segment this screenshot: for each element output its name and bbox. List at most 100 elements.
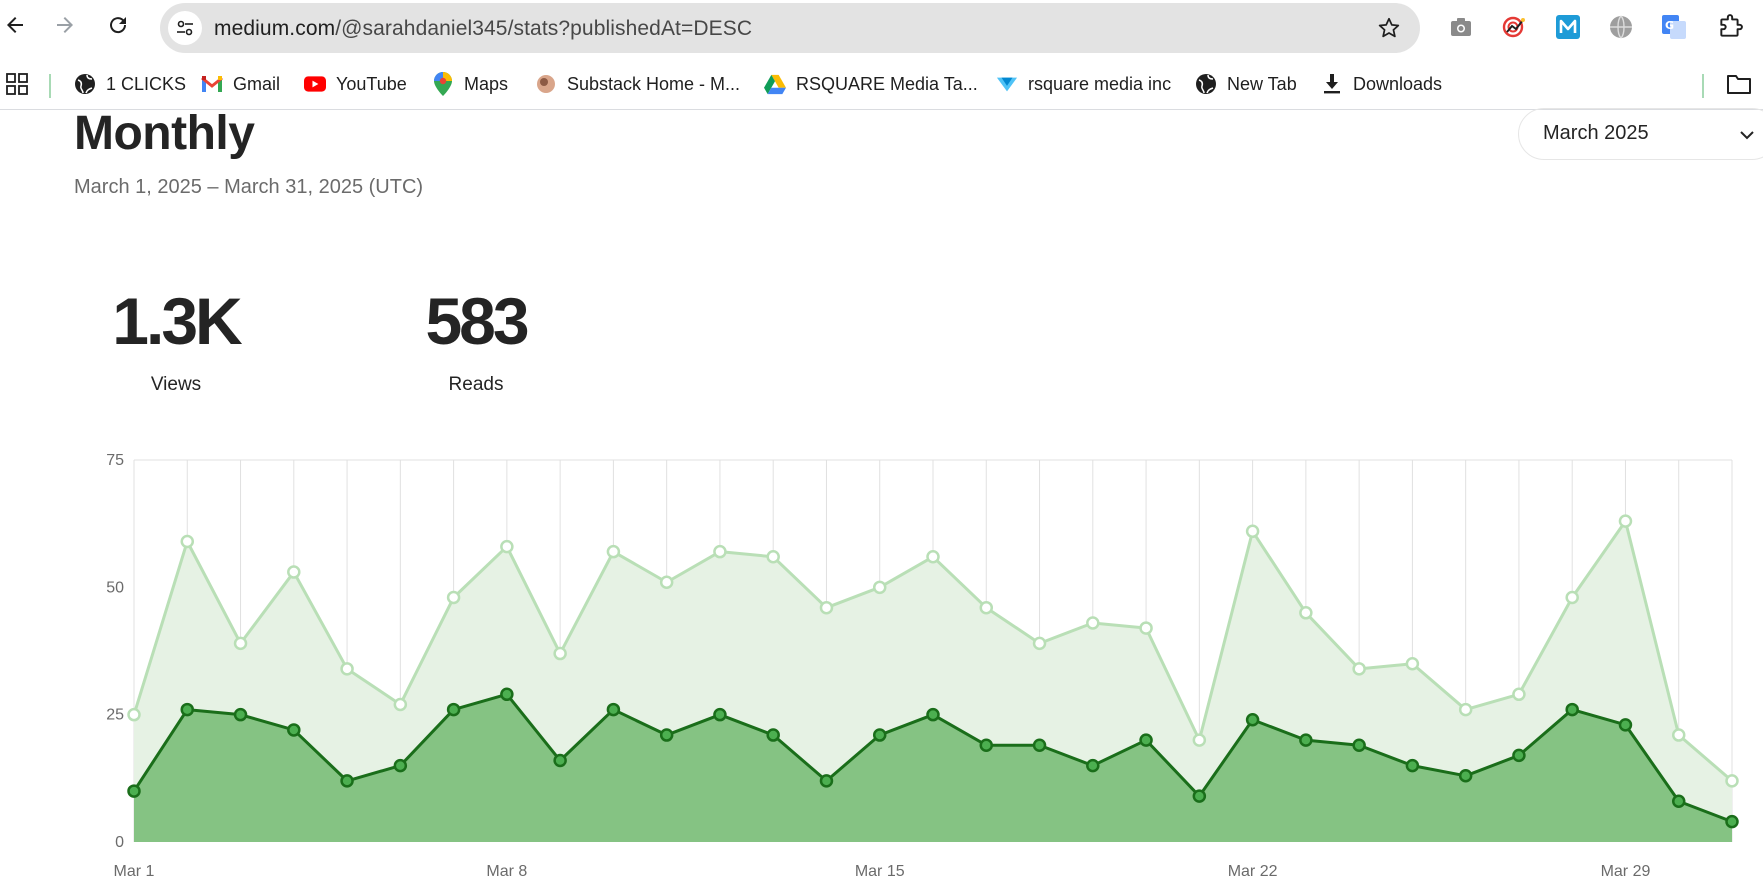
site-info-button[interactable] — [168, 11, 202, 45]
reads-point — [1192, 789, 1207, 803]
views-point — [766, 550, 780, 564]
views-point — [1192, 733, 1207, 747]
views-point — [340, 662, 354, 676]
reads-point — [1512, 748, 1526, 763]
views-point — [1139, 621, 1153, 635]
reads-point — [1352, 738, 1366, 752]
views-point — [1405, 656, 1420, 671]
reads-point — [1725, 814, 1739, 829]
reads-stat: 583 Reads — [396, 288, 556, 396]
bookmark-label: 1 CLICKS — [106, 73, 187, 94]
reads-point — [1032, 738, 1047, 752]
month-select[interactable]: March 2025 — [1518, 108, 1763, 160]
views-point — [1512, 687, 1526, 702]
views-point — [1618, 514, 1633, 528]
drive-icon — [764, 73, 786, 95]
m-logo-icon — [1556, 15, 1580, 39]
views-point — [1032, 636, 1047, 651]
tune-icon — [177, 20, 193, 36]
bookmark-rsquare-inc[interactable]: rsquare media inc — [996, 70, 1171, 98]
views-point — [926, 550, 940, 564]
reads-point — [606, 702, 621, 717]
views-point — [1352, 662, 1366, 676]
reads-point — [819, 774, 834, 788]
bookmark-youtube[interactable]: YouTube — [304, 70, 407, 98]
bookmarks-bar: 1 CLICKS Gmail YouTube Maps Substack Hom… — [0, 58, 1763, 110]
reads-point — [1086, 758, 1100, 773]
views-point — [872, 580, 887, 595]
svg-text:G: G — [1665, 19, 1674, 32]
extension-target[interactable] — [1500, 13, 1528, 41]
bookmark-label: Substack Home - M... — [567, 73, 741, 94]
reads-point — [926, 707, 940, 722]
reads-point — [1245, 713, 1260, 727]
views-point — [1671, 728, 1686, 742]
gmail-icon — [201, 73, 223, 95]
y-tick-label: 25 — [106, 707, 124, 724]
folder-icon — [1727, 75, 1751, 94]
bookmark-gmail[interactable]: Gmail — [201, 70, 280, 98]
views-point — [287, 565, 301, 579]
url-text[interactable]: medium.com/@sarahdaniel345/stats?publish… — [214, 17, 752, 41]
reads-point — [1565, 702, 1579, 717]
forward-arrow-icon — [57, 17, 73, 33]
views-point — [1245, 524, 1260, 539]
reload-icon — [110, 17, 127, 34]
maps-pin-icon — [432, 72, 454, 96]
views-count: 1.3K — [112, 284, 242, 358]
extensions-menu-button[interactable] — [1716, 13, 1744, 41]
views-point — [606, 544, 621, 559]
browser-toolbar: medium.com/@sarahdaniel345/stats?publish… — [0, 0, 1763, 53]
back-button[interactable] — [0, 10, 30, 40]
bookmark-star-button[interactable] — [1376, 15, 1402, 46]
reads-point — [553, 753, 567, 768]
views-stat: 1.3K Views — [96, 288, 256, 396]
bookmark-label: Gmail — [233, 73, 281, 94]
globe-grey-icon — [1610, 15, 1632, 39]
extension-m[interactable] — [1554, 13, 1582, 41]
x-tick-label: Mar 15 — [855, 863, 905, 880]
globe-icon — [74, 73, 96, 95]
rsquare-icon — [996, 73, 1018, 95]
reads-point — [1139, 733, 1153, 747]
all-bookmarks-button[interactable] — [1726, 70, 1752, 98]
stats-chart: 0 25 50 75 Mar 1 Mar 8 Mar 15 Mar 22 Mar 29 — [106, 452, 1739, 880]
extension-camera[interactable] — [1447, 13, 1475, 41]
substack-icon — [535, 73, 557, 95]
extension-globe[interactable] — [1607, 13, 1635, 41]
reads-point — [1618, 718, 1633, 732]
y-tick-label: 75 — [106, 452, 124, 469]
views-point — [1458, 702, 1473, 717]
bookmark-substack[interactable]: Substack Home - M... — [535, 70, 740, 98]
views-point — [1086, 616, 1100, 630]
reads-point — [1299, 733, 1313, 747]
apps-grid-icon — [6, 73, 28, 95]
bookmark-rsquare-media[interactable]: RSQUARE Media Ta... — [764, 70, 978, 98]
views-point — [1299, 606, 1313, 620]
bookmark-label: Maps — [464, 73, 509, 94]
reads-label: Reads — [448, 374, 504, 395]
apps-button[interactable] — [6, 70, 28, 98]
reads-area — [134, 694, 1732, 842]
back-arrow-icon — [7, 17, 23, 33]
reads-point — [127, 784, 141, 798]
x-tick-label: Mar 8 — [486, 863, 527, 880]
reads-point — [233, 707, 248, 722]
bookmark-1-clicks[interactable]: 1 CLICKS — [74, 70, 186, 98]
url-path: /@sarahdaniel345/stats?publishedAt=DESC — [335, 17, 753, 40]
bookmark-label: YouTube — [336, 73, 407, 94]
reads-point — [180, 702, 195, 717]
views-point — [979, 600, 994, 615]
address-bar[interactable]: medium.com/@sarahdaniel345/stats?publish… — [160, 3, 1420, 53]
extension-translate[interactable]: G — [1660, 13, 1688, 41]
bookmark-downloads[interactable]: Downloads — [1321, 70, 1442, 98]
bookmark-maps[interactable]: Maps — [432, 70, 508, 98]
chevron-down-icon — [1740, 131, 1754, 140]
bookmark-new-tab[interactable]: New Tab — [1195, 70, 1297, 98]
reads-point — [393, 758, 408, 773]
star-icon — [1378, 17, 1400, 38]
reload-button[interactable] — [103, 10, 133, 40]
forward-button[interactable] — [50, 10, 80, 40]
reads-point — [287, 723, 301, 737]
bookmark-label: Downloads — [1353, 73, 1443, 94]
